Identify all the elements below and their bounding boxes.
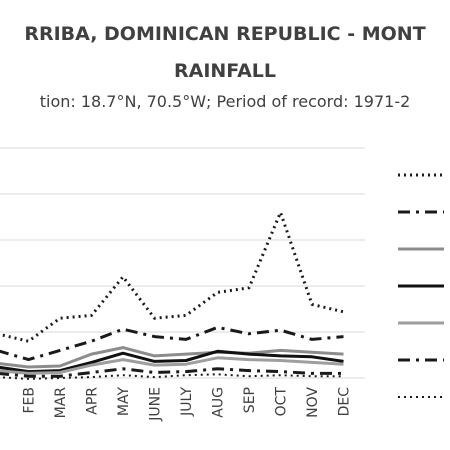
- chart-title-line-1: RRIBA, DOMINICAN REPUBLIC - MONT: [24, 23, 426, 45]
- series-line-2: [0, 325, 344, 362]
- gridlines: [0, 147, 365, 379]
- x-tick-label: MAY: [116, 387, 132, 417]
- series-lines: [0, 210, 344, 380]
- chart-title-line-2: RAINFALL: [173, 60, 277, 82]
- x-tick-label: FEB: [22, 387, 38, 414]
- x-tick-label: JULY: [179, 387, 195, 417]
- x-tick-label: DEC: [337, 387, 353, 417]
- series-line-3: [0, 346, 344, 369]
- series-line-4: [0, 349, 344, 374]
- x-tick-label: APR: [85, 387, 101, 415]
- series-line-5: [0, 356, 344, 375]
- series-line-1: [0, 210, 344, 343]
- x-tick-label: AUG: [211, 387, 227, 418]
- series-line-6: [0, 367, 344, 378]
- x-tick-label: MAR: [53, 387, 69, 419]
- x-tick-label: JUNE: [148, 387, 164, 422]
- x-tick-label: NOV: [305, 387, 321, 418]
- legend: [398, 173, 444, 398]
- chart-subtitle: tion: 18.7°N, 70.5°W; Period of record: …: [39, 92, 411, 111]
- x-axis-labels: FEB MAR APR MAY JUNE JULY AUG SEP OCT NOV DEC: [22, 387, 353, 422]
- x-tick-label: SEP: [242, 387, 258, 413]
- x-tick-label: OCT: [274, 387, 290, 417]
- series-line-7: [0, 373, 344, 380]
